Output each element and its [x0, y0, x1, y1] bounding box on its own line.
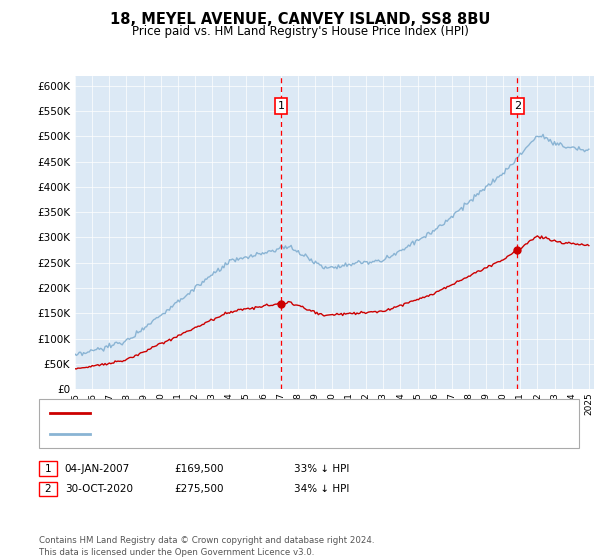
Text: Contains HM Land Registry data © Crown copyright and database right 2024.
This d: Contains HM Land Registry data © Crown c…	[39, 536, 374, 557]
Text: 1: 1	[278, 101, 284, 111]
Text: £275,500: £275,500	[174, 484, 223, 494]
Text: 1: 1	[44, 464, 52, 474]
Text: 2: 2	[514, 101, 521, 111]
Text: 18, MEYEL AVENUE, CANVEY ISLAND, SS8 8BU: 18, MEYEL AVENUE, CANVEY ISLAND, SS8 8BU	[110, 12, 490, 27]
Text: 30-OCT-2020: 30-OCT-2020	[65, 484, 133, 494]
Text: 18, MEYEL AVENUE, CANVEY ISLAND, SS8 8BU (detached house): 18, MEYEL AVENUE, CANVEY ISLAND, SS8 8BU…	[97, 408, 419, 418]
Text: 34% ↓ HPI: 34% ↓ HPI	[294, 484, 349, 494]
Text: HPI: Average price, detached house, Castle Point: HPI: Average price, detached house, Cast…	[97, 429, 341, 439]
Text: 2: 2	[44, 484, 52, 494]
Text: 04-JAN-2007: 04-JAN-2007	[65, 464, 130, 474]
Text: Price paid vs. HM Land Registry's House Price Index (HPI): Price paid vs. HM Land Registry's House …	[131, 25, 469, 38]
Text: £169,500: £169,500	[174, 464, 223, 474]
Text: 33% ↓ HPI: 33% ↓ HPI	[294, 464, 349, 474]
